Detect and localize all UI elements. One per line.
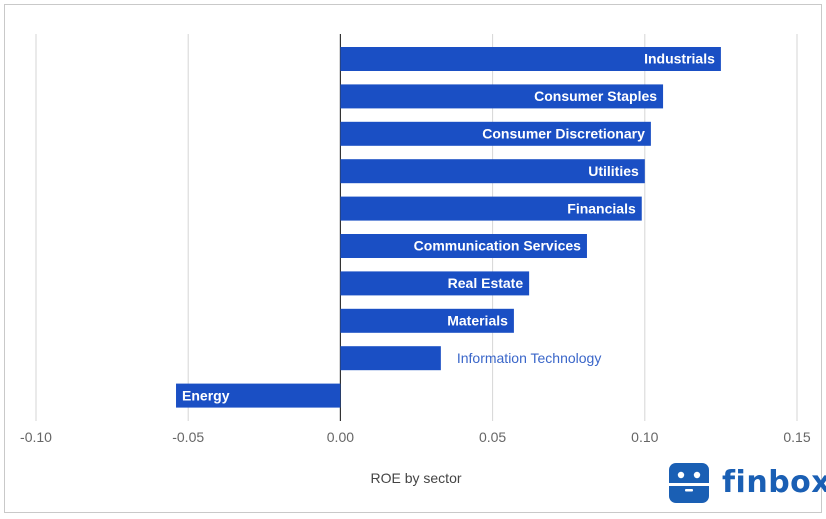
bar xyxy=(340,234,587,258)
finbox-logo[interactable]: finbox xyxy=(668,461,826,507)
bar-label: Financials xyxy=(567,200,636,216)
bar-labels: Industrials Consumer Staples Consumer Disc… xyxy=(182,51,715,404)
x-tick-label: 0.10 xyxy=(631,429,658,445)
x-tick-label: 0.05 xyxy=(479,429,506,445)
bar xyxy=(340,346,441,371)
x-axis-title: ROE by sector xyxy=(370,470,461,486)
finbox-mascot-icon xyxy=(669,463,709,503)
bar-label: Industrials xyxy=(644,51,715,67)
bar xyxy=(176,383,341,408)
bar-label: Consumer Staples xyxy=(534,88,657,104)
bar xyxy=(340,308,514,333)
bar xyxy=(340,196,642,221)
bar xyxy=(340,47,721,71)
bar xyxy=(340,121,651,146)
bar xyxy=(340,271,530,296)
bar xyxy=(340,159,645,184)
x-tick-label: -0.10 xyxy=(20,429,52,445)
bars xyxy=(176,47,721,408)
x-axis: -0.10 -0.05 0.00 0.05 0.10 0.15 xyxy=(20,429,811,445)
x-tick-label: 0.00 xyxy=(327,429,354,445)
brand-name: finbox xyxy=(722,465,826,500)
bar-label: Information Technology xyxy=(457,350,602,366)
bar xyxy=(340,84,664,109)
bar-label: Communication Services xyxy=(414,238,581,254)
bar-label: Energy xyxy=(182,387,230,403)
bar-label: Real Estate xyxy=(448,275,524,291)
x-tick-label: -0.05 xyxy=(172,429,204,445)
bar-label: Materials xyxy=(447,313,508,329)
x-tick-label: 0.15 xyxy=(783,429,810,445)
bar-label: Consumer Discretionary xyxy=(482,126,645,142)
bar-label: Utilities xyxy=(588,163,639,179)
